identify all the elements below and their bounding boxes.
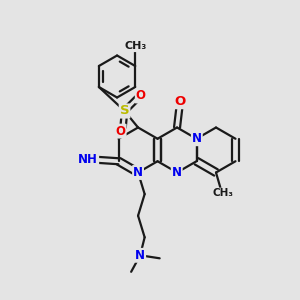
Text: S: S xyxy=(120,104,129,118)
Text: N: N xyxy=(172,166,182,179)
Text: CH₃: CH₃ xyxy=(124,41,146,51)
Text: N: N xyxy=(133,166,143,179)
Text: NH: NH xyxy=(78,153,98,166)
Text: O: O xyxy=(116,124,126,138)
Text: N: N xyxy=(135,249,145,262)
Text: O: O xyxy=(175,95,186,108)
Text: CH₃: CH₃ xyxy=(212,188,233,199)
Text: N: N xyxy=(192,132,202,145)
Text: O: O xyxy=(136,89,146,103)
